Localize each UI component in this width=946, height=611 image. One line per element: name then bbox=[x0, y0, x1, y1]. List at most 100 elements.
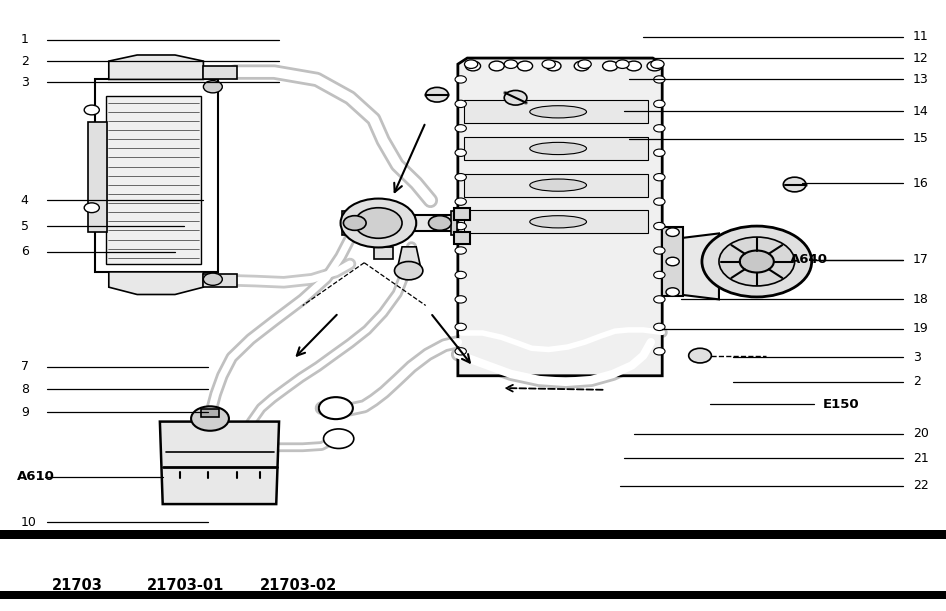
Circle shape bbox=[517, 61, 533, 71]
Polygon shape bbox=[397, 247, 421, 269]
Text: 8: 8 bbox=[21, 382, 28, 396]
Circle shape bbox=[666, 257, 679, 266]
Text: 9: 9 bbox=[21, 406, 28, 419]
Ellipse shape bbox=[530, 106, 587, 118]
Circle shape bbox=[654, 174, 665, 181]
Circle shape bbox=[654, 222, 665, 230]
Circle shape bbox=[654, 125, 665, 132]
Circle shape bbox=[203, 81, 222, 93]
Bar bbox=[203, 274, 236, 287]
Text: 6: 6 bbox=[21, 245, 28, 258]
Bar bbox=[95, 79, 218, 272]
Circle shape bbox=[455, 100, 466, 108]
Bar bbox=[464, 210, 648, 233]
Circle shape bbox=[394, 262, 423, 280]
Text: 2: 2 bbox=[913, 375, 920, 389]
Circle shape bbox=[455, 125, 466, 132]
Text: 13: 13 bbox=[913, 73, 929, 86]
Polygon shape bbox=[454, 208, 470, 220]
Circle shape bbox=[455, 76, 466, 83]
Circle shape bbox=[489, 61, 504, 71]
Polygon shape bbox=[345, 215, 454, 231]
Circle shape bbox=[626, 61, 641, 71]
Text: 17: 17 bbox=[913, 253, 929, 266]
Circle shape bbox=[542, 60, 555, 68]
Polygon shape bbox=[679, 233, 719, 299]
Ellipse shape bbox=[530, 179, 587, 191]
Circle shape bbox=[191, 406, 229, 431]
Text: 1: 1 bbox=[21, 33, 28, 46]
Text: 20: 20 bbox=[913, 427, 929, 441]
Circle shape bbox=[654, 271, 665, 279]
Bar bbox=[0, 533, 946, 611]
Circle shape bbox=[651, 60, 664, 68]
Circle shape bbox=[578, 60, 591, 68]
Circle shape bbox=[666, 288, 679, 296]
Circle shape bbox=[666, 228, 679, 236]
Circle shape bbox=[343, 216, 366, 230]
Circle shape bbox=[616, 60, 629, 68]
Circle shape bbox=[465, 61, 481, 71]
Circle shape bbox=[654, 296, 665, 303]
Circle shape bbox=[647, 61, 662, 71]
Circle shape bbox=[319, 397, 353, 419]
Bar bbox=[0, 0, 946, 530]
Text: 21: 21 bbox=[913, 452, 929, 465]
Circle shape bbox=[455, 222, 466, 230]
Ellipse shape bbox=[530, 216, 587, 228]
Text: 2: 2 bbox=[21, 54, 28, 68]
Circle shape bbox=[455, 149, 466, 156]
Bar bbox=[203, 66, 236, 79]
Circle shape bbox=[84, 105, 99, 115]
Polygon shape bbox=[109, 55, 203, 79]
Polygon shape bbox=[458, 58, 662, 376]
Circle shape bbox=[654, 348, 665, 355]
Circle shape bbox=[719, 237, 795, 286]
Circle shape bbox=[654, 100, 665, 108]
Bar bbox=[0, 591, 946, 599]
Circle shape bbox=[203, 273, 222, 285]
Text: 21703-01: 21703-01 bbox=[147, 578, 224, 593]
Text: 11: 11 bbox=[913, 30, 929, 43]
Polygon shape bbox=[451, 211, 457, 235]
Bar bbox=[464, 100, 648, 123]
Polygon shape bbox=[342, 211, 348, 235]
Circle shape bbox=[455, 271, 466, 279]
Circle shape bbox=[603, 61, 618, 71]
Polygon shape bbox=[374, 247, 393, 259]
Circle shape bbox=[546, 61, 561, 71]
Polygon shape bbox=[454, 232, 470, 244]
Circle shape bbox=[84, 203, 99, 213]
Circle shape bbox=[702, 226, 812, 297]
Text: 7: 7 bbox=[21, 360, 28, 373]
Text: 19: 19 bbox=[913, 322, 929, 335]
Bar bbox=[201, 409, 219, 417]
Text: 15: 15 bbox=[913, 132, 929, 145]
Circle shape bbox=[654, 323, 665, 331]
Polygon shape bbox=[109, 272, 203, 295]
Circle shape bbox=[504, 60, 517, 68]
Text: E150: E150 bbox=[823, 398, 860, 411]
Ellipse shape bbox=[530, 142, 587, 155]
Circle shape bbox=[654, 149, 665, 156]
Bar bbox=[88, 122, 107, 232]
Text: 3: 3 bbox=[21, 76, 28, 89]
Circle shape bbox=[455, 247, 466, 254]
Circle shape bbox=[341, 199, 416, 247]
Text: 12: 12 bbox=[913, 51, 929, 65]
Circle shape bbox=[574, 61, 589, 71]
Text: A610: A610 bbox=[17, 470, 55, 483]
Circle shape bbox=[429, 216, 451, 230]
Circle shape bbox=[355, 208, 402, 238]
Bar bbox=[0, 530, 946, 539]
Polygon shape bbox=[160, 422, 279, 504]
Circle shape bbox=[654, 76, 665, 83]
Bar bbox=[464, 137, 648, 160]
Circle shape bbox=[689, 348, 711, 363]
Text: 21703: 21703 bbox=[52, 578, 103, 593]
Circle shape bbox=[455, 323, 466, 331]
Text: 5: 5 bbox=[21, 219, 28, 233]
Text: 10: 10 bbox=[21, 516, 37, 529]
Circle shape bbox=[455, 348, 466, 355]
Circle shape bbox=[464, 60, 478, 68]
